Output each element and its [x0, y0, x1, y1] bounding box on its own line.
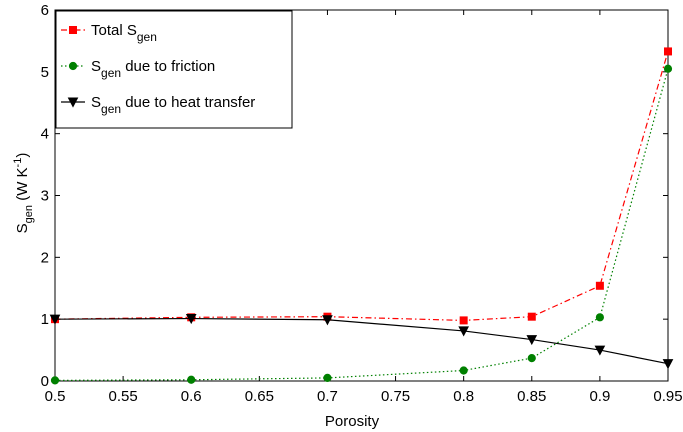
legend: Total Sgen Sgen due to friction Sgen due t… [55, 10, 293, 129]
data-point [595, 281, 604, 290]
data-point [594, 345, 606, 356]
legend-marker [67, 97, 79, 108]
y-tick-label: 4 [41, 126, 49, 143]
x-tick-label: 0.8 [453, 388, 474, 405]
legend-box [55, 10, 293, 129]
data-point [323, 373, 332, 383]
data-point [662, 359, 674, 370]
x-tick-label: 0.6 [181, 388, 202, 405]
x-tick-label: 0.9 [589, 388, 610, 405]
data-point [322, 315, 333, 326]
y-tick-label: 2 [41, 249, 49, 266]
x-tick-label: 0.65 [245, 388, 274, 405]
series-layer [49, 47, 674, 385]
series-2 [50, 64, 673, 385]
x-tick-label: 0.7 [317, 388, 338, 405]
y-tick-label: 1 [41, 311, 49, 328]
x-axis-label: Porosity [325, 413, 380, 430]
y-axis-label-sub: gen [23, 205, 35, 223]
data-point [458, 326, 469, 337]
y-axis-label-unit-sup: -1 [12, 158, 24, 168]
x-axis: 0.5 0.55 0.6 0.65 0.7 0.75 0.8 0.85 0.9 0.95 [45, 10, 683, 405]
x-tick-label: 0.95 [653, 388, 682, 405]
x-tick-label: 0.5 [45, 388, 66, 405]
y-tick-label: 3 [41, 188, 49, 205]
data-point [49, 314, 61, 325]
y-axis-label-main: S [14, 223, 31, 233]
y-tick-label: 0 [41, 373, 49, 390]
x-tick-label: 0.75 [381, 388, 410, 405]
data-point [527, 354, 536, 363]
legend-label: Total Sgen [91, 22, 157, 44]
legend-label: Sgen due to friction [91, 58, 215, 80]
legend-marker [68, 61, 78, 71]
data-point [595, 313, 604, 322]
data-point [526, 335, 538, 346]
data-point [459, 316, 468, 325]
legend-marker [69, 26, 77, 34]
series-3 [49, 314, 674, 370]
y-tick-label: 5 [41, 64, 49, 81]
y-tick-label: 6 [41, 2, 49, 19]
y-axis-label-unit-close: ) [14, 153, 31, 158]
data-point [50, 376, 60, 385]
data-point [187, 375, 196, 384]
data-point [664, 47, 672, 56]
legend-label: Sgen due to heat transfer [91, 94, 255, 116]
y-axis-label: Sgen (W K-1) [12, 153, 35, 234]
x-tick-label: 0.85 [517, 388, 546, 405]
x-tick-label: 0.55 [109, 388, 138, 405]
series-line [54, 317, 669, 365]
data-point [663, 64, 673, 73]
data-point [185, 314, 197, 325]
y-axis-label-unit: (W K [14, 167, 31, 205]
data-point [527, 312, 536, 321]
data-point [459, 366, 468, 375]
